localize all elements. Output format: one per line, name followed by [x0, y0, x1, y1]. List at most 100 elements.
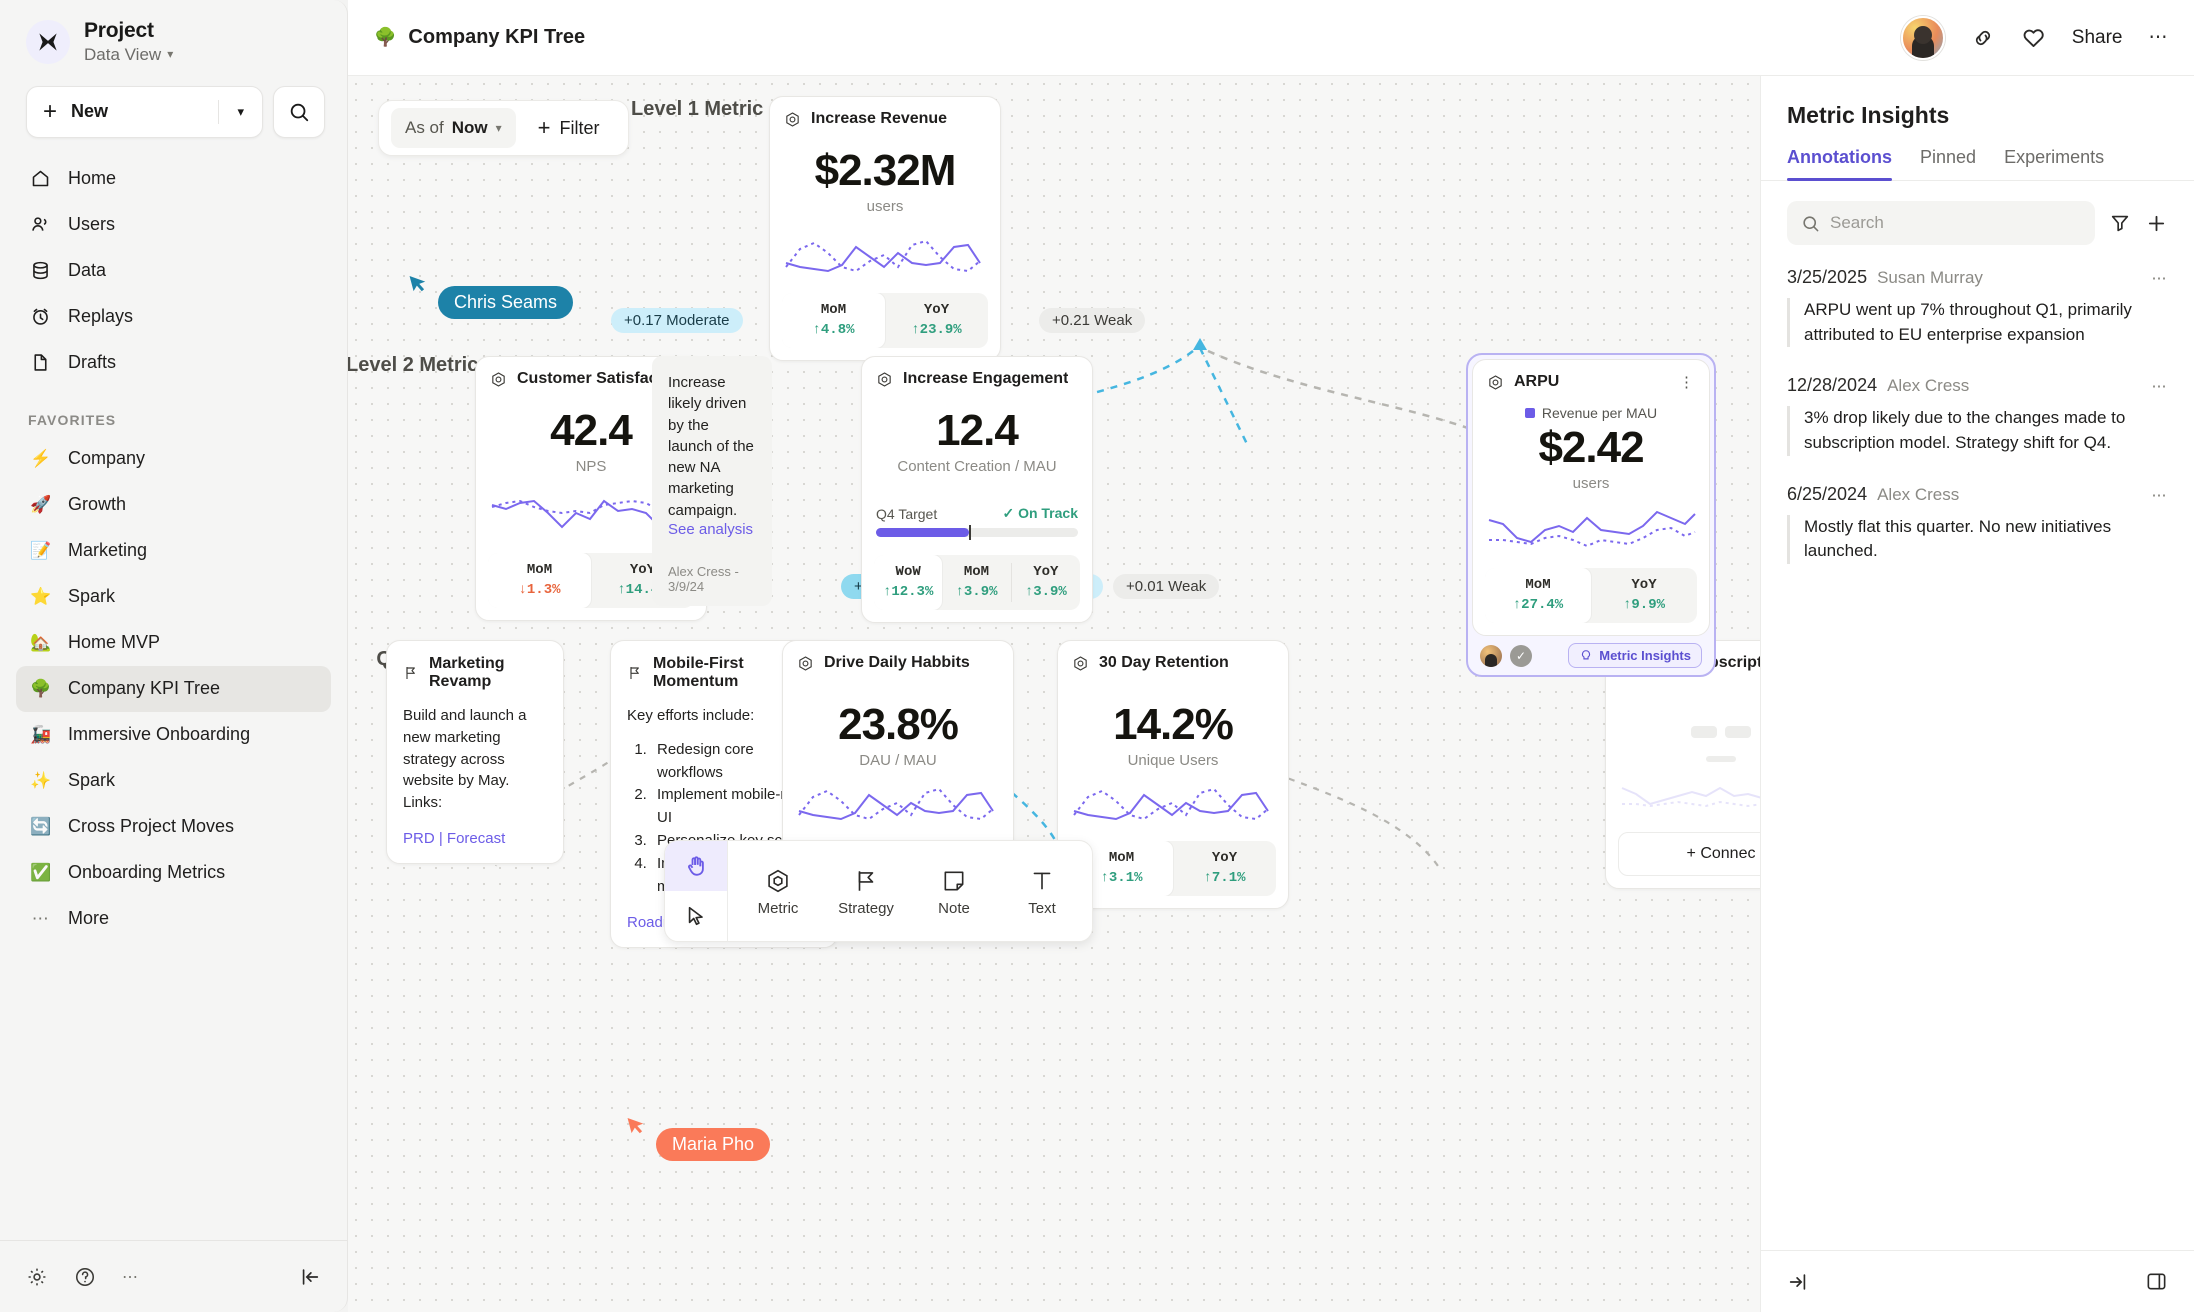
sidebar-item-cross-project-moves[interactable]: 🔄 Cross Project Moves [16, 804, 331, 850]
tool-label: Note [938, 899, 970, 917]
annotation-item[interactable]: 12/28/2024 Alex Cress ⋯ 3% drop likely d… [1787, 375, 2168, 456]
link-icon[interactable] [1971, 26, 1995, 50]
sidebar-search-button[interactable] [273, 85, 325, 138]
more-options-icon[interactable]: ⋯ [2148, 27, 2170, 48]
as-of-selector[interactable]: As of Now ▾ [391, 108, 516, 148]
tool-strategy[interactable]: Strategy [822, 856, 910, 927]
sidebar-item-company[interactable]: ⚡ Company [16, 436, 331, 482]
more-options-icon[interactable]: ⋯ [122, 1268, 140, 1286]
metric-card-arpu-selection[interactable]: ARPU ⋮ Revenue per MAU $2.42 users [1466, 353, 1716, 677]
sidebar-item-data[interactable]: Data [16, 248, 331, 294]
sidebar-item-growth[interactable]: 🚀 Growth [16, 482, 331, 528]
stat-value: ↑4.8% [812, 322, 855, 338]
placeholder-bar [1725, 726, 1751, 738]
metric-insights-button[interactable]: Metric Insights [1568, 643, 1702, 668]
sidebar-item-home-mvp[interactable]: 🏡 Home MVP [16, 620, 331, 666]
see-analysis-link[interactable]: See analysis [668, 521, 754, 539]
gear-icon[interactable] [26, 1266, 48, 1288]
stat-value: ↑3.1% [1100, 870, 1143, 886]
sidebar-item-label: Users [68, 214, 116, 234]
sidebar-item-label: Data [68, 260, 107, 280]
strategy-card-marketing-revamp[interactable]: Marketing Revamp Build and launch a new … [386, 640, 564, 864]
stat-label: YoY [629, 562, 656, 578]
metric-stats: MoM ↑3.1% YoY ↑7.1% [1070, 841, 1276, 896]
chevron-down-icon[interactable]: ▾ [237, 103, 244, 119]
annotation-item[interactable]: 6/25/2024 Alex Cress ⋯ Mostly flat this … [1787, 484, 2168, 564]
hexagon-icon [765, 868, 791, 894]
heart-icon[interactable] [2021, 25, 2046, 50]
tree-icon: 🌳 [374, 27, 397, 47]
card-title: Mobile-First Momentum [653, 655, 744, 690]
filter-icon[interactable] [2109, 212, 2131, 234]
sidebar-item-more[interactable]: ⋯ More [16, 896, 331, 942]
tool-note[interactable]: Note [910, 856, 998, 927]
tab-experiments[interactable]: Experiments [2004, 147, 2105, 167]
stat-value: ↑23.9% [911, 322, 962, 338]
sidebar-item-drafts[interactable]: Drafts [16, 340, 331, 386]
hand-tool-button[interactable] [665, 841, 727, 891]
stat-label: YoY [1631, 577, 1657, 593]
stat-yoy: YoY ↑9.9% [1591, 568, 1697, 623]
metric-card-arpu[interactable]: ARPU ⋮ Revenue per MAU $2.42 users [1472, 359, 1710, 636]
annotation-item[interactable]: 3/25/2025 Susan Murray ⋯ ARPU went up 7%… [1787, 267, 2168, 348]
annotation-menu-icon[interactable]: ⋯ [2151, 270, 2168, 287]
metric-stats: MoM ↑27.4% YoY ↑9.9% [1485, 568, 1697, 623]
metric-card-increase-engagement[interactable]: Increase Engagement 12.4 Content Creatio… [861, 356, 1093, 623]
share-button[interactable]: Share [2071, 26, 2123, 48]
prd-link[interactable]: PRD [403, 829, 435, 847]
card-title: Customer Satisfaction [517, 370, 687, 387]
stat-label: MoM [1108, 850, 1135, 866]
hexagon-icon [876, 371, 893, 388]
sidebar-item-onboarding-metrics[interactable]: ✅ Onboarding Metrics [16, 850, 331, 896]
help-icon[interactable] [74, 1266, 96, 1288]
panel-tabs: Annotations Pinned Experiments [1761, 147, 2194, 181]
metric-value: $2.32M [814, 146, 957, 195]
sparkline-chart [783, 769, 1013, 831]
sidebar-item-users[interactable]: Users [16, 202, 331, 248]
sidebar-item-spark-2[interactable]: ✨ Spark [16, 758, 331, 804]
card-menu-icon[interactable]: ⋮ [1679, 374, 1695, 391]
collaborator-avatar[interactable] [1480, 644, 1502, 667]
sidebar-item-spark[interactable]: ⭐ Spark [16, 574, 331, 620]
annotation-text: Mostly flat this quarter. No new initiat… [1787, 514, 2168, 564]
forecast-link[interactable]: Forecast [446, 829, 506, 847]
annotations-list: 3/25/2025 Susan Murray ⋯ ARPU went up 7%… [1761, 251, 2194, 1250]
stat-value: ↑27.4% [1512, 597, 1564, 613]
add-annotation-icon[interactable] [2145, 212, 2168, 235]
project-view-switcher[interactable]: Data View ▾ [84, 44, 173, 65]
tool-text[interactable]: Text [998, 856, 1086, 927]
add-filter-button[interactable]: + Filter [522, 108, 616, 148]
tab-annotations[interactable]: Annotations [1787, 147, 1892, 181]
annotation-menu-icon[interactable]: ⋯ [2151, 486, 2168, 504]
sidebar-item-immersive-onboarding[interactable]: 🚂 Immersive Onboarding [16, 712, 331, 758]
collapse-sidebar-icon[interactable] [299, 1266, 321, 1288]
annotation-note-card[interactable]: Increase likely driven by the launch of … [652, 356, 772, 607]
avatar[interactable] [1900, 15, 1945, 60]
expand-panel-icon[interactable] [1787, 1271, 1809, 1293]
sidebar-item-replays[interactable]: Replays [16, 294, 331, 340]
tool-label: Strategy [838, 899, 894, 917]
search-input[interactable] [1830, 213, 2081, 233]
metric-card-increase-revenue[interactable]: Increase Revenue $2.32M users MoM ↑4.8% … [769, 96, 1001, 361]
new-button[interactable]: + New ▾ [26, 85, 263, 138]
stat-label: MoM [1525, 577, 1551, 593]
stat-value: ↑7.1% [1203, 870, 1246, 886]
hexagon-icon [797, 655, 814, 672]
verified-icon[interactable]: ✓ [1510, 644, 1532, 667]
tool-metric[interactable]: Metric [734, 856, 822, 927]
stat-value: ↑3.9% [955, 584, 998, 600]
sidebar-item-company-kpi-tree[interactable]: 🌳 Company KPI Tree [16, 665, 331, 712]
users-icon [28, 213, 52, 237]
brand[interactable]: Project Data View ▾ [0, 0, 347, 76]
sidebar-item-home[interactable]: Home [16, 156, 331, 202]
tab-pinned[interactable]: Pinned [1920, 147, 1977, 167]
legend-label: Revenue per MAU [1541, 405, 1658, 421]
toggle-panel-icon[interactable] [2145, 1270, 2168, 1293]
search-field[interactable] [1787, 201, 2095, 245]
sidebar-item-marketing[interactable]: 📝 Marketing [16, 528, 331, 574]
select-tool-button[interactable] [665, 891, 727, 941]
stat-label: YoY [1211, 850, 1238, 866]
cursor-pointer-icon [408, 272, 430, 294]
sidebar-item-label: Immersive Onboarding [68, 724, 251, 744]
annotation-menu-icon[interactable]: ⋯ [2151, 378, 2168, 396]
